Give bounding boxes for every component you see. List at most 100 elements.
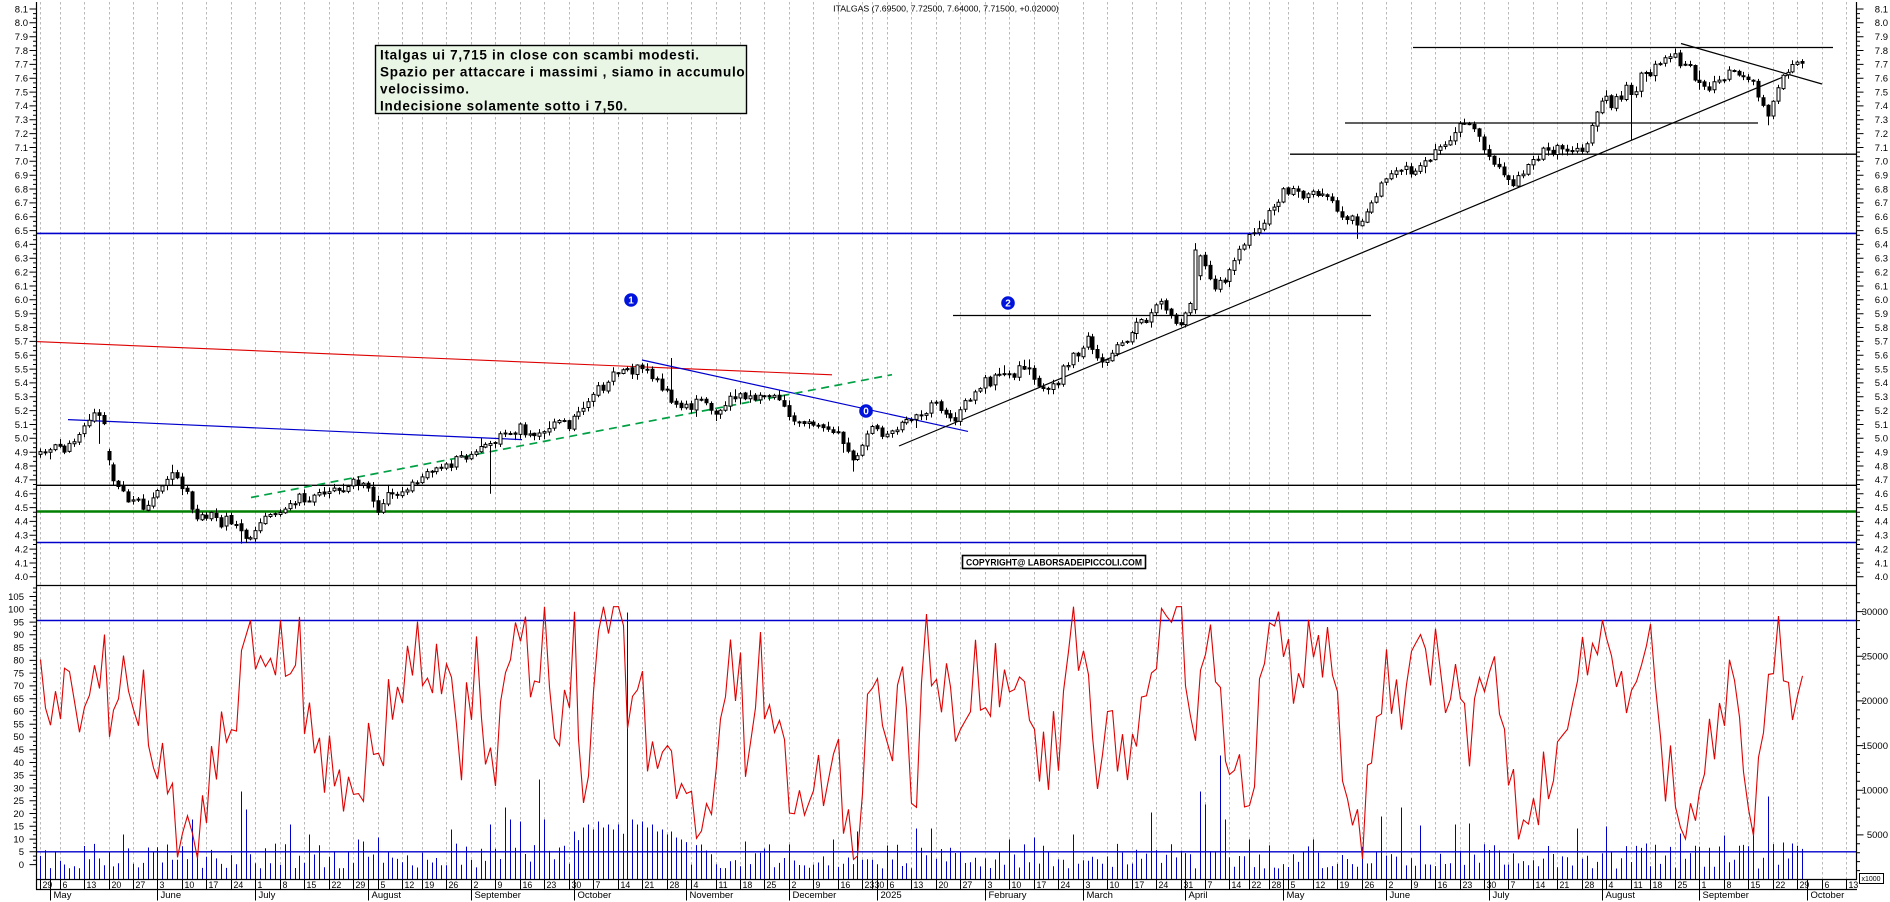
svg-text:6.4: 6.4 [15, 240, 28, 251]
svg-text:5: 5 [1291, 880, 1296, 890]
svg-text:April: April [1189, 890, 1208, 901]
svg-text:September: September [475, 890, 521, 901]
svg-text:6.3: 6.3 [1875, 254, 1888, 265]
svg-text:7.7: 7.7 [1875, 60, 1888, 71]
svg-text:14: 14 [1536, 880, 1546, 890]
svg-text:3: 3 [1086, 880, 1091, 890]
svg-text:21: 21 [1560, 880, 1570, 890]
svg-text:27: 27 [963, 880, 973, 890]
svg-text:75: 75 [13, 668, 24, 679]
svg-text:25: 25 [767, 880, 777, 890]
svg-text:7.9: 7.9 [15, 32, 28, 43]
svg-text:2: 2 [792, 880, 797, 890]
svg-text:15: 15 [13, 822, 24, 833]
svg-text:COPYRIGHT@ LABORSADEIPICCOLI.C: COPYRIGHT@ LABORSADEIPICCOLI.COM [966, 558, 1142, 568]
svg-text:5.0: 5.0 [1875, 434, 1888, 445]
svg-text:6.0: 6.0 [15, 295, 28, 306]
svg-text:6.4: 6.4 [1875, 240, 1888, 251]
svg-text:11: 11 [1634, 880, 1643, 890]
svg-text:Indecisione solamente sotto i: Indecisione solamente sotto i 7,50. [380, 99, 628, 114]
svg-text:September: September [1703, 890, 1749, 901]
svg-text:16: 16 [523, 880, 533, 890]
svg-text:7.2: 7.2 [1875, 129, 1888, 140]
svg-text:5.7: 5.7 [1875, 337, 1888, 348]
svg-text:15000: 15000 [1862, 741, 1888, 752]
svg-text:13: 13 [87, 880, 97, 890]
svg-text:60: 60 [13, 707, 24, 718]
svg-text:13: 13 [1849, 880, 1859, 890]
svg-text:11: 11 [719, 880, 728, 890]
svg-text:7.3: 7.3 [1875, 115, 1888, 126]
svg-text:18: 18 [1653, 880, 1663, 890]
svg-text:90: 90 [13, 630, 24, 641]
svg-text:7.3: 7.3 [15, 115, 28, 126]
svg-text:August: August [372, 890, 402, 901]
svg-text:4.8: 4.8 [15, 461, 28, 472]
svg-text:4.7: 4.7 [15, 475, 28, 486]
svg-text:19: 19 [425, 880, 435, 890]
svg-text:5.2: 5.2 [15, 406, 28, 417]
svg-text:80: 80 [13, 656, 24, 667]
svg-text:23: 23 [547, 880, 557, 890]
svg-text:24: 24 [1159, 880, 1169, 890]
svg-text:March: March [1087, 890, 1113, 901]
svg-text:22: 22 [1252, 880, 1262, 890]
svg-text:8.0: 8.0 [15, 18, 28, 29]
svg-text:3: 3 [160, 880, 165, 890]
svg-text:85: 85 [13, 643, 24, 654]
svg-text:29: 29 [43, 880, 53, 890]
svg-text:4.5: 4.5 [15, 503, 28, 514]
svg-text:40: 40 [13, 758, 24, 769]
svg-text:6.5: 6.5 [15, 226, 28, 237]
svg-text:5.5: 5.5 [1875, 364, 1888, 375]
svg-text:24: 24 [234, 880, 244, 890]
svg-text:10: 10 [1012, 880, 1022, 890]
svg-text:6.0: 6.0 [1875, 295, 1888, 306]
svg-text:17: 17 [1037, 880, 1047, 890]
svg-text:10: 10 [185, 880, 195, 890]
svg-text:4.6: 4.6 [1875, 489, 1888, 500]
svg-text:August: August [1606, 890, 1636, 901]
svg-text:5: 5 [19, 847, 24, 858]
svg-text:4.2: 4.2 [15, 544, 28, 555]
svg-text:30: 30 [572, 880, 582, 890]
svg-text:15: 15 [307, 880, 317, 890]
svg-text:5.4: 5.4 [15, 378, 28, 389]
svg-text:10: 10 [13, 834, 24, 845]
svg-text:19: 19 [1340, 880, 1350, 890]
svg-text:8.1: 8.1 [15, 4, 28, 15]
svg-text:7.2: 7.2 [15, 129, 28, 140]
svg-text:7.8: 7.8 [1875, 46, 1888, 57]
svg-text:Spazio per attaccare i massimi: Spazio per attaccare i massimi , siamo i… [380, 65, 745, 80]
svg-text:6.2: 6.2 [15, 267, 28, 278]
svg-text:20: 20 [13, 809, 24, 820]
svg-text:October: October [578, 890, 612, 901]
svg-text:5.0: 5.0 [15, 434, 28, 445]
svg-text:7.9: 7.9 [1875, 32, 1888, 43]
svg-text:10: 10 [1110, 880, 1120, 890]
svg-text:Italgas ui 7,715 in close con: Italgas ui 7,715 in close con scambi mod… [380, 48, 700, 63]
svg-text:1: 1 [628, 296, 634, 307]
svg-text:13: 13 [914, 880, 924, 890]
svg-text:70: 70 [13, 681, 24, 692]
svg-text:4.0: 4.0 [1875, 572, 1888, 583]
svg-text:6.6: 6.6 [15, 212, 28, 223]
svg-text:8.0: 8.0 [1875, 18, 1888, 29]
svg-text:July: July [259, 890, 276, 901]
svg-text:100: 100 [8, 605, 24, 616]
svg-text:10000: 10000 [1862, 786, 1888, 797]
svg-text:4.1: 4.1 [15, 558, 28, 569]
svg-text:9: 9 [1414, 880, 1419, 890]
svg-text:30: 30 [13, 783, 24, 794]
svg-text:5.6: 5.6 [15, 351, 28, 362]
svg-text:9: 9 [816, 880, 821, 890]
svg-text:20: 20 [939, 880, 949, 890]
svg-text:28: 28 [670, 880, 680, 890]
svg-text:20: 20 [112, 880, 122, 890]
svg-text:50: 50 [13, 732, 24, 743]
svg-text:6.9: 6.9 [1875, 171, 1888, 182]
svg-text:16: 16 [841, 880, 851, 890]
svg-text:4.3: 4.3 [15, 531, 28, 542]
svg-text:23: 23 [865, 880, 875, 890]
svg-text:8: 8 [283, 880, 288, 890]
